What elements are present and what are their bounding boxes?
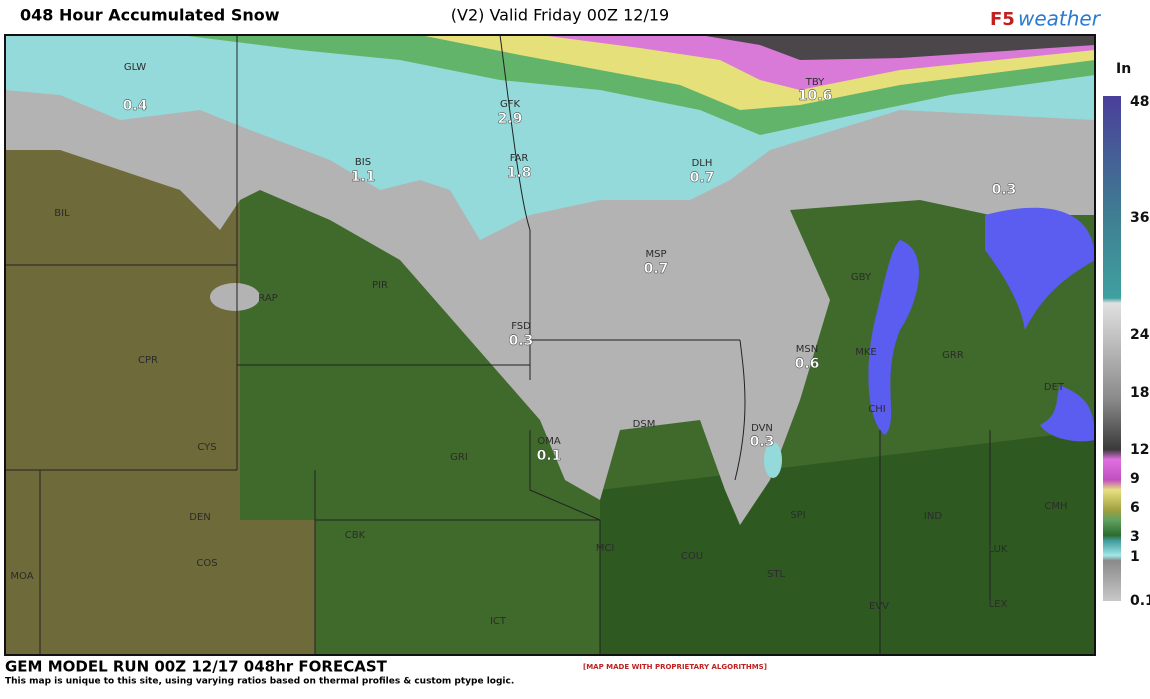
station-value: 1.1	[351, 169, 376, 185]
station-name: TBY	[805, 77, 825, 88]
legend-bar	[1103, 96, 1121, 601]
legend-label: 6	[1130, 500, 1140, 516]
stations: GLW 0.4 GFK 2.9 TBY 10.6 BIS 1.1 FAR 1.8…	[122, 62, 1017, 464]
station-name: GFK	[500, 99, 521, 110]
city-name: GRR	[942, 350, 964, 361]
city-name: MKE	[855, 347, 877, 358]
station-name: MSP	[645, 249, 666, 260]
station-name: DLH	[692, 158, 713, 169]
station-name: DVN	[751, 423, 773, 434]
legend-label: 48	[1130, 94, 1149, 110]
station-value: 0.4	[123, 98, 148, 114]
legend-label: 3	[1130, 529, 1140, 545]
legend-label: 12	[1130, 442, 1149, 458]
station-value: 10.6	[798, 88, 833, 104]
station-value: 0.3	[750, 434, 775, 450]
station-name: GLW	[124, 62, 146, 73]
legend-label: 24	[1130, 327, 1150, 343]
station-value: 1.8	[507, 165, 532, 181]
city-name: EVV	[869, 601, 889, 612]
city-name: DEN	[189, 512, 211, 523]
city-name: LUK	[989, 544, 1008, 555]
station-name: FSD	[511, 321, 531, 332]
city-name: GRI	[450, 452, 468, 463]
station-value: 0.3	[992, 182, 1017, 198]
city-name: LEX	[989, 599, 1008, 610]
logo-weather: weather	[1018, 7, 1102, 31]
city-name: RAP	[258, 293, 277, 304]
city-name: COS	[196, 558, 217, 569]
city-name: CHI	[868, 404, 885, 415]
city-name: ICT	[490, 616, 507, 627]
cities: BIL RAP PIR CPR CYS DEN COS MOA GRI CBK DSM MCI COU I…	[10, 208, 1067, 627]
legend-label: 1	[1130, 549, 1140, 565]
city-name: DSM	[633, 419, 656, 430]
legend-label: 0.1	[1130, 593, 1150, 609]
station-value: 0.6	[795, 356, 820, 372]
city-name: COU	[681, 551, 703, 562]
station-value: 0.3	[509, 333, 534, 349]
city-name: CBK	[345, 530, 366, 541]
title: 048 Hour Accumulated Snow	[20, 6, 280, 25]
legend-unit: In	[1116, 61, 1131, 77]
station-value: 0.7	[644, 261, 669, 277]
city-name: IND	[924, 511, 942, 522]
credit: [MAP MADE WITH PROPRIETARY ALGORITHMS]	[583, 663, 767, 671]
station-name: FAR	[510, 153, 529, 164]
city-name: MCI	[596, 543, 615, 554]
city-name: STL	[767, 569, 785, 580]
station-name: OMA	[537, 436, 560, 447]
city-name: CMH	[1044, 501, 1067, 512]
city-name: GBY	[851, 272, 872, 283]
city-name: CYS	[197, 442, 216, 453]
city-name: CPR	[138, 355, 158, 366]
station-name: BIS	[355, 157, 371, 168]
model-run: GEM MODEL RUN 00Z 12/17 048hr FORECAST	[5, 658, 388, 676]
city-name: PIR	[372, 280, 388, 291]
station-name: MSN	[796, 344, 818, 355]
station-value: 2.9	[498, 111, 523, 127]
city-name: SPI	[790, 510, 805, 521]
city-name: BIL	[54, 208, 70, 219]
city-name: MOA	[10, 571, 33, 582]
station-value: 0.7	[690, 170, 715, 186]
footer-note: This map is unique to this site, using v…	[5, 677, 514, 687]
city-name: DET	[1044, 382, 1065, 393]
legend-label: 36	[1130, 210, 1149, 226]
legend: 48 36 24 18 12 9 6 3 1 0.1	[1130, 94, 1150, 609]
logo-f5: F5	[990, 9, 1015, 30]
station-value: 0.1	[537, 448, 562, 464]
valid-time: (V2) Valid Friday 00Z 12/19	[451, 6, 669, 25]
legend-label: 9	[1130, 471, 1140, 487]
legend-label: 18	[1130, 385, 1149, 401]
map-field	[4, 34, 1096, 656]
